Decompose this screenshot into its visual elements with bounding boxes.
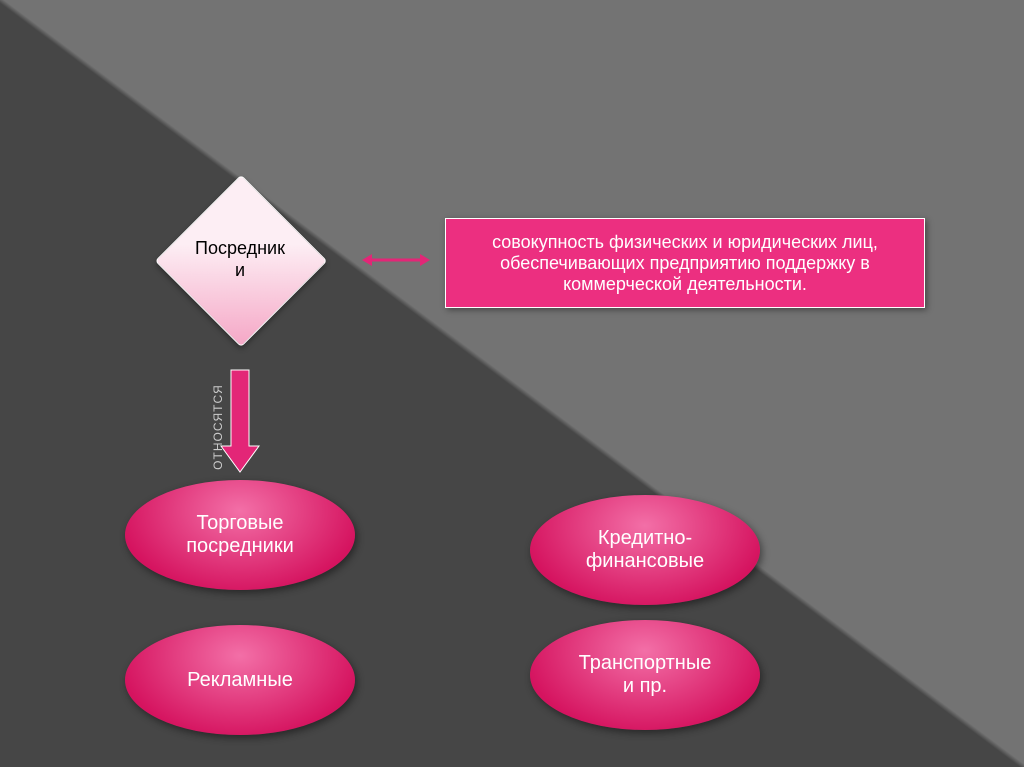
ellipse-label: Рекламные: [187, 669, 293, 692]
category-ellipse: Транспортныеи пр.: [530, 620, 760, 730]
slide-stage: Посредникисовокупность физических и юрид…: [0, 0, 1024, 767]
ellipse-label: Кредитно-финансовые: [586, 527, 704, 573]
category-ellipse: Торговыепосредники: [125, 480, 355, 590]
category-ellipse: Рекламные: [125, 625, 355, 735]
category-ellipse: Кредитно-финансовые: [530, 495, 760, 605]
diamond-label: Посредники: [195, 238, 285, 281]
ellipse-label: Торговыепосредники: [186, 512, 294, 558]
ellipse-label: Транспортныеи пр.: [579, 652, 712, 698]
